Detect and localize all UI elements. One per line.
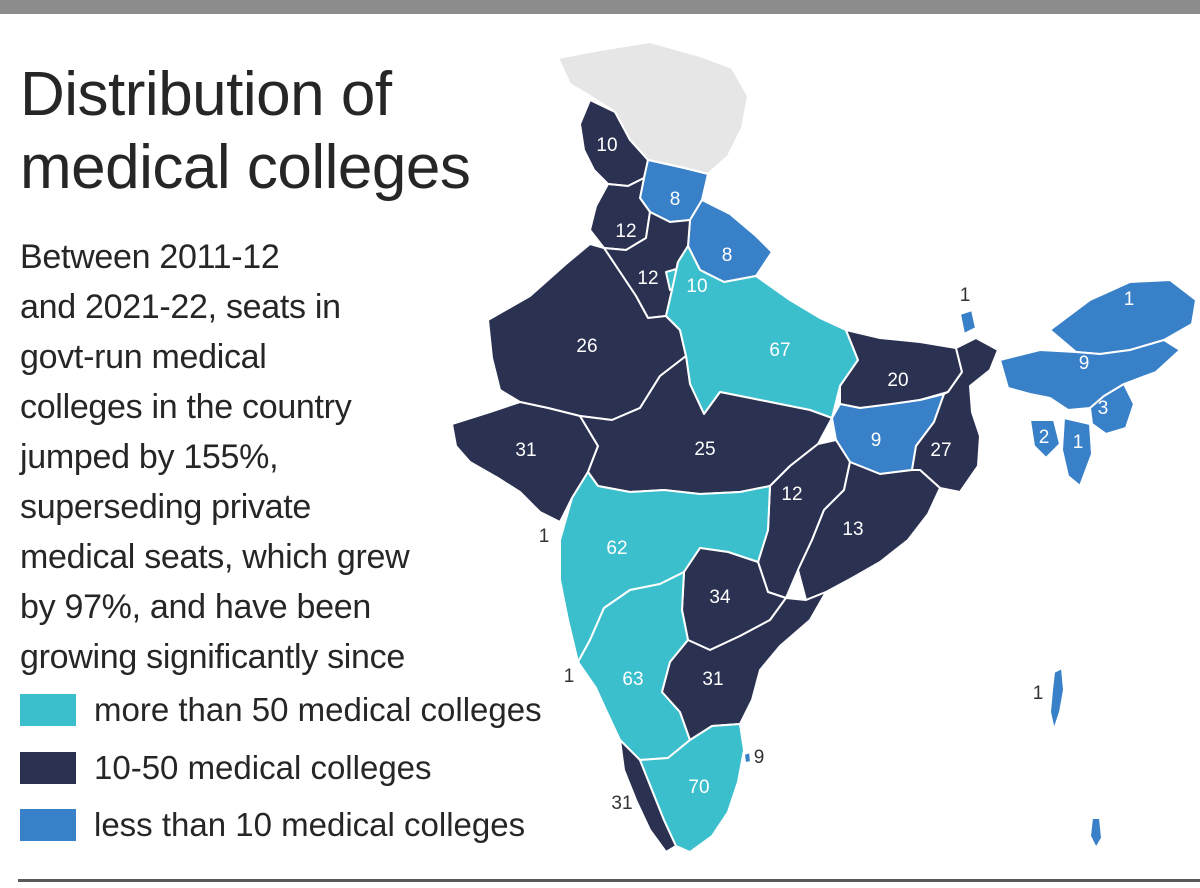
region-tripura (1029, 419, 1061, 459)
region-west-bengal (911, 337, 999, 493)
map-labels: 10 8 12 8 12 10 26 67 20 1 1 9 3 2 1 31 … (515, 135, 1134, 814)
label-haryana: 12 (637, 268, 658, 289)
description-text: Between 2011-12 and 2021-22, seats in govt… (20, 238, 410, 676)
label-andaman-nicobar: 1 (1033, 683, 1044, 704)
label-assam: 9 (1079, 353, 1090, 374)
label-goa: 1 (564, 666, 575, 687)
region-ladakh (557, 41, 749, 175)
label-uttarakhand: 8 (722, 245, 733, 266)
region-andaman-nicobar-south (1089, 817, 1103, 849)
label-tamil-nadu: 70 (688, 777, 709, 798)
label-mizoram: 1 (1073, 432, 1084, 453)
region-andaman-nicobar (1049, 667, 1065, 731)
bottom-rule (18, 879, 1200, 882)
label-karnataka: 63 (622, 669, 643, 690)
label-odisha: 13 (842, 519, 863, 540)
label-telangana: 34 (709, 587, 731, 608)
legend-swatch-high (20, 694, 76, 726)
region-assam (999, 339, 1181, 411)
region-tamil-nadu (639, 723, 745, 853)
legend-item-mid: 10-50 medical colleges (20, 748, 620, 788)
label-jammu-kashmir: 10 (596, 135, 617, 156)
label-rajasthan: 26 (576, 336, 597, 357)
label-kerala: 31 (611, 793, 632, 814)
legend-label-mid: 10-50 medical colleges (94, 749, 432, 786)
label-himachal-pradesh: 8 (670, 189, 681, 210)
label-tripura: 2 (1039, 427, 1050, 448)
region-sikkim (959, 309, 977, 335)
label-delhi: 10 (686, 276, 707, 297)
label-uttar-pradesh: 67 (769, 340, 790, 361)
region-puducherry (743, 751, 752, 764)
top-bar (0, 0, 1200, 14)
legend-item-high: more than 50 medical colleges (20, 690, 620, 730)
legend-swatch-low (20, 809, 76, 841)
legend-item-low: less than 10 medical colleges (20, 805, 620, 845)
region-mizoram (1061, 417, 1093, 487)
label-arunachal-pradesh: 1 (1124, 289, 1135, 310)
label-andhra-pradesh: 31 (702, 669, 723, 690)
chart-title: Distribution of medical colleges (20, 60, 471, 202)
region-meghalaya-nagaland (1089, 383, 1135, 435)
legend-label-high: more than 50 medical colleges (94, 691, 542, 728)
label-west-bengal: 27 (930, 440, 951, 461)
label-daman-diu: 1 (539, 526, 550, 547)
label-chhattisgarh: 12 (781, 484, 802, 505)
label-maharashtra: 62 (606, 538, 627, 559)
region-odisha (797, 461, 941, 601)
label-madhya-pradesh: 25 (694, 439, 715, 460)
label-sikkim: 1 (960, 285, 971, 306)
label-meghalaya-nagaland: 3 (1098, 398, 1109, 419)
label-jharkhand: 9 (871, 430, 882, 451)
legend-swatch-mid (20, 752, 76, 784)
region-andhra-pradesh (661, 591, 827, 741)
label-punjab: 12 (615, 221, 636, 242)
label-gujarat: 31 (515, 440, 536, 461)
label-puducherry: 9 (754, 747, 765, 768)
legend-label-low: less than 10 medical colleges (94, 806, 526, 843)
label-bihar: 20 (887, 370, 908, 391)
